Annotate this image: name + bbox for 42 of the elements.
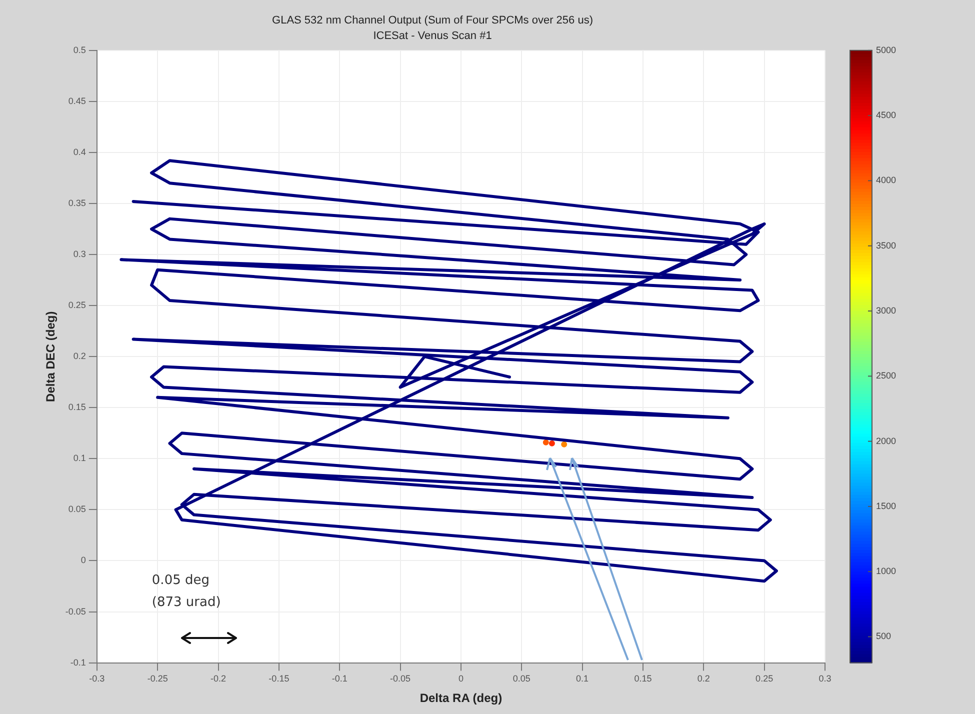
x-tick-label: 0.1 — [576, 674, 589, 684]
x-tick-label: -0.3 — [89, 674, 105, 684]
x-tick-label: -0.2 — [210, 674, 226, 684]
color-bar-label: 2500 — [876, 370, 896, 381]
x-axis-title: Delta RA (deg) — [420, 691, 502, 706]
y-tick-label: 0.3 — [73, 249, 86, 260]
x-tick-label: 0.05 — [512, 674, 530, 684]
color-bar-label: 5000 — [876, 44, 896, 55]
y-axis-title: Delta DEC (deg) — [44, 311, 58, 402]
x-tick-label: 0.25 — [756, 674, 774, 684]
y-tick-label: 0.5 — [73, 44, 86, 55]
color-bar-label: 1500 — [876, 500, 896, 511]
x-tick-label: 0.15 — [634, 674, 652, 684]
color-bar-label: 500 — [876, 631, 892, 642]
y-tick-label: 0.25 — [68, 300, 86, 310]
x-tick-label: 0.3 — [818, 674, 832, 684]
annotation: 0.05 deg — [152, 573, 210, 588]
x-tick-label: -0.25 — [147, 674, 168, 684]
chart-title: GLAS 532 nm Channel Output (Sum of Four SPCMs over 256 us) — [272, 14, 593, 27]
color-bar-label: 4500 — [876, 110, 896, 120]
x-tick-label: 0.2 — [697, 674, 710, 684]
y-tick-label: -0.1 — [70, 657, 86, 668]
y-tick-label: 0 — [80, 555, 86, 566]
y-tick-label: -0.05 — [65, 606, 86, 616]
y-tick-label: 0.35 — [68, 198, 86, 208]
y-tick-label: 0.15 — [68, 402, 86, 412]
color-bar-label: 4000 — [876, 175, 896, 186]
chart-subtitle: ICESat - Venus Scan #1 — [373, 30, 492, 42]
color-bar-label: 1000 — [876, 566, 896, 576]
y-tick-label: 0.4 — [73, 146, 86, 157]
x-tick-label: -0.1 — [332, 674, 348, 684]
x-tick-label: 0 — [458, 674, 464, 684]
color-bar-label: 3000 — [876, 305, 896, 316]
y-tick-label: 0.2 — [73, 351, 86, 362]
color-bar-label: 3500 — [876, 240, 896, 250]
x-tick-label: -0.05 — [390, 674, 411, 684]
x-tick-label: -0.15 — [268, 674, 290, 684]
y-tick-label: 0.05 — [68, 504, 86, 514]
color-bar-label: 2000 — [876, 436, 896, 446]
y-tick-label: 0.1 — [73, 453, 86, 464]
y-tick-label: 0.45 — [68, 96, 86, 106]
annotation: (873 urad) — [152, 595, 221, 610]
